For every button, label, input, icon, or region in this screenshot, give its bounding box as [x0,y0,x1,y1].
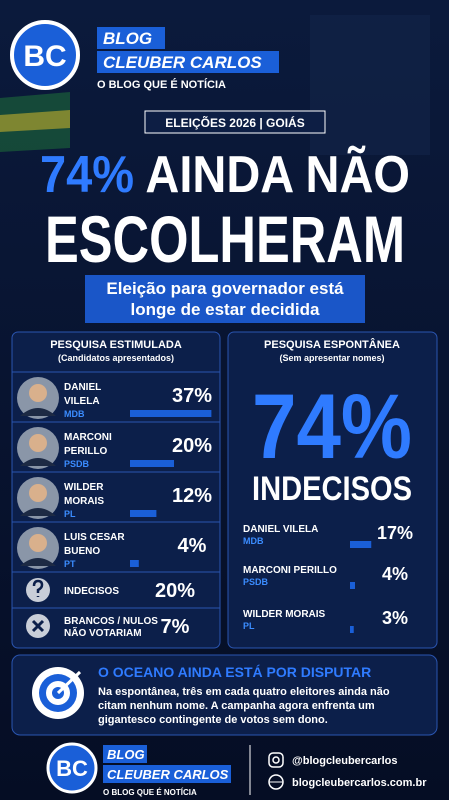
callout-text: gigantesco contingente de votos sem dono… [98,714,328,726]
headline-line2: ESCOLHERAM [45,202,405,276]
party: PSDB [243,577,269,587]
footer-name: CLEUBER CARLOS [107,767,229,782]
candidate-name: BUENO [64,546,100,557]
headline-line1: AINDA NÃO [145,145,410,204]
party: PSDB [64,459,90,469]
subtitle-box [85,275,365,323]
value-label: 20% [155,580,195,602]
candidate-name: WILDER [64,482,104,493]
website[interactable]: blogcleubercarlos.com.br [292,777,427,789]
name-box [97,51,279,73]
big-number: 74% [252,376,412,478]
banner-box [144,110,326,134]
x-icon [31,619,45,633]
flag-stripe [0,110,70,132]
candidate-name: MARCONI PERILLO [243,565,337,576]
party: PL [64,509,76,519]
headline-highlight: 74% [40,146,134,204]
subtitle: Eleição para governador está [106,279,344,298]
footer-tagline: O BLOG QUE É NOTÍCIA [103,788,197,797]
row-label: NÃO VOTARIAM [64,626,142,639]
building [310,15,430,155]
bar [350,626,354,633]
footer-logo [46,742,98,794]
footer-name-box [103,765,231,783]
candidate-name: PERILLO [64,446,108,457]
avatar-head [29,434,47,452]
value-label: 4% [382,564,408,584]
value-label: 12% [172,485,212,507]
party: PL [243,621,255,631]
candidate-name: MARCONI [64,432,112,443]
bar [130,410,212,417]
candidate-name: LUIS CESAR [64,532,125,543]
party: MDB [64,409,85,419]
footer-blog: BLOG [107,747,145,762]
value-label: 20% [172,435,212,457]
footer-logo-text: BC [56,756,88,781]
tagline: O BLOG QUE É NOTÍCIA [97,78,226,91]
instagram[interactable]: @blogcleubercarlos [292,755,397,767]
callout-title: O OCEANO AINDA ESTÁ POR DISPUTAR [98,664,371,680]
party: MDB [243,536,264,546]
panel-title: PESQUISA ESTIMULADA [50,339,182,351]
row-label: BRANCOS / NULOS [64,616,158,627]
callout-text: Na espontânea, três em cada quatro eleit… [98,686,390,698]
blog-label: BLOG [103,29,152,48]
avatar-body [20,508,56,516]
question-icon [32,579,44,597]
candidate-name: DANIEL [64,382,101,393]
blog-box [97,27,165,49]
value-label: 37% [172,385,212,407]
subtitle: longe de estar decidida [131,300,320,319]
value-label: 7% [161,616,190,638]
blog-name: CLEUBER CARLOS [103,53,262,72]
footer-blog-box [103,745,147,763]
candidate-name: WILDER MORAIS [243,609,326,620]
candidate-name: MORAIS [64,496,104,507]
bar [350,541,372,548]
panel-title: PESQUISA ESPONTÂNEA [264,338,400,351]
panel-subtitle: (Sem apresentar nomes) [279,353,384,363]
bar [130,560,139,567]
logo [10,20,80,90]
value-label: 3% [382,608,408,628]
bar [130,510,157,517]
avatar-head [29,484,47,502]
callout-box [11,654,438,736]
bar [130,460,174,467]
avatar-head [29,534,47,552]
value-label: 4% [178,535,207,557]
target-arrow [56,670,82,695]
bar [350,582,355,589]
avatar-body [20,408,56,416]
avatar-head [29,384,47,402]
panel [227,331,438,649]
banner: ELEIÇÕES 2026 | GOIÁS [165,115,304,130]
avatar-body [20,458,56,466]
headline: 74% AINDA NÃO [40,145,410,204]
callout-text: citam nenhum nome. A campanha agora enfr… [98,700,375,712]
candidate-name: DANIEL VILELA [243,524,318,535]
row-label: INDECISOS [64,586,119,597]
big-label: INDECISOS [252,470,412,508]
value-label: 17% [377,523,413,543]
avatar-body [20,558,56,566]
party: PT [64,559,76,569]
logo-text: BC [23,40,66,73]
panel-subtitle: (Candidatos apresentados) [58,353,174,363]
candidate-name: VILELA [64,396,100,407]
instagram-icon [268,752,284,768]
instagram-icon-lens [272,756,280,764]
